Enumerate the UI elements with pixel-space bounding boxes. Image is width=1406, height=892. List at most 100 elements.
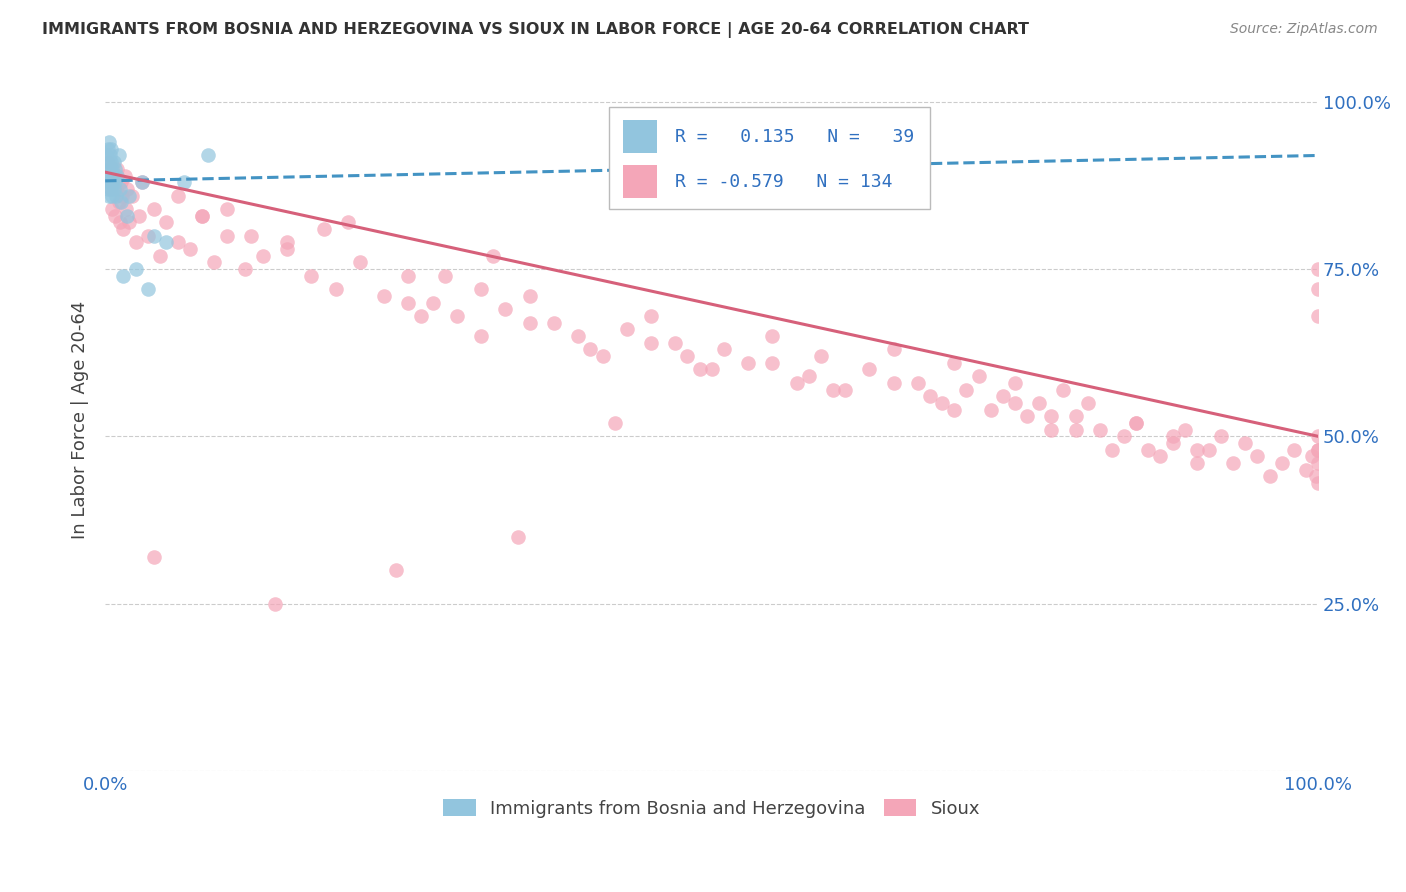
Point	[105, 169, 128, 183]
Point	[1282, 442, 1305, 457]
Point	[1004, 376, 1026, 390]
Point	[100, 182, 122, 196]
Point	[276, 235, 298, 250]
Point	[1077, 396, 1099, 410]
Point	[105, 182, 128, 196]
Point	[470, 282, 492, 296]
Point	[114, 202, 136, 216]
Point	[579, 343, 602, 357]
Point	[907, 376, 929, 390]
Point	[1125, 416, 1147, 430]
Point	[1004, 396, 1026, 410]
Point	[155, 235, 177, 250]
Point	[592, 349, 614, 363]
Point	[131, 175, 153, 189]
Point	[689, 362, 711, 376]
Point	[1308, 456, 1330, 470]
Point	[1052, 383, 1074, 397]
Y-axis label: In Labor Force | Age 20-64: In Labor Force | Age 20-64	[72, 301, 89, 539]
Point	[1308, 429, 1330, 443]
Point	[1305, 469, 1327, 483]
Point	[1125, 416, 1147, 430]
Point	[1161, 436, 1184, 450]
Point	[97, 161, 120, 176]
Point	[98, 175, 121, 189]
Point	[110, 175, 132, 189]
Point	[136, 228, 159, 243]
Point	[100, 142, 122, 156]
Point	[101, 161, 124, 176]
Point	[110, 195, 132, 210]
Point	[1040, 423, 1063, 437]
Text: Source: ZipAtlas.com: Source: ZipAtlas.com	[1230, 22, 1378, 37]
Point	[409, 309, 432, 323]
Point	[105, 188, 128, 202]
Text: R = -0.579   N = 134: R = -0.579 N = 134	[675, 172, 893, 191]
Point	[349, 255, 371, 269]
Point	[325, 282, 347, 296]
Point	[97, 142, 120, 156]
Point	[1246, 450, 1268, 464]
Point	[97, 169, 120, 183]
Point	[786, 376, 808, 390]
Point	[1101, 442, 1123, 457]
Point	[202, 255, 225, 269]
Point	[1064, 409, 1087, 424]
Point	[191, 209, 214, 223]
Point	[810, 349, 832, 363]
Point	[121, 188, 143, 202]
Point	[664, 335, 686, 350]
FancyBboxPatch shape	[609, 107, 929, 209]
Point	[142, 228, 165, 243]
Point	[107, 195, 129, 210]
Point	[1149, 450, 1171, 464]
Point	[1015, 409, 1038, 424]
Point	[97, 182, 120, 196]
Point	[124, 235, 146, 250]
Point	[883, 343, 905, 357]
Point	[124, 262, 146, 277]
Point	[108, 215, 131, 229]
Text: R =   0.135   N =   39: R = 0.135 N = 39	[675, 128, 914, 145]
Point	[118, 215, 141, 229]
Point	[955, 383, 977, 397]
Point	[1161, 429, 1184, 443]
Point	[111, 188, 134, 202]
Point	[97, 175, 120, 189]
Point	[103, 182, 125, 196]
Point	[495, 302, 517, 317]
Point	[1174, 423, 1197, 437]
Point	[114, 169, 136, 183]
Point	[1234, 436, 1257, 450]
Point	[980, 402, 1002, 417]
Point	[991, 389, 1014, 403]
Point	[252, 249, 274, 263]
Point	[100, 155, 122, 169]
Point	[1308, 442, 1330, 457]
Point	[967, 369, 990, 384]
Point	[264, 597, 287, 611]
Point	[233, 262, 256, 277]
Point	[616, 322, 638, 336]
Point	[107, 148, 129, 162]
Point	[821, 383, 844, 397]
Point	[943, 356, 966, 370]
Point	[1028, 396, 1050, 410]
Point	[97, 188, 120, 202]
Point	[433, 268, 456, 283]
Point	[104, 209, 127, 223]
Point	[506, 530, 529, 544]
Point	[1112, 429, 1135, 443]
Point	[131, 175, 153, 189]
Point	[104, 161, 127, 176]
Point	[197, 148, 219, 162]
Point	[676, 349, 699, 363]
Point	[239, 228, 262, 243]
Legend: Immigrants from Bosnia and Herzegovina, Sioux: Immigrants from Bosnia and Herzegovina, …	[436, 791, 987, 825]
Point	[640, 335, 662, 350]
Point	[446, 309, 468, 323]
Point	[312, 222, 335, 236]
Point	[797, 369, 820, 384]
Point	[299, 268, 322, 283]
Point	[167, 188, 190, 202]
